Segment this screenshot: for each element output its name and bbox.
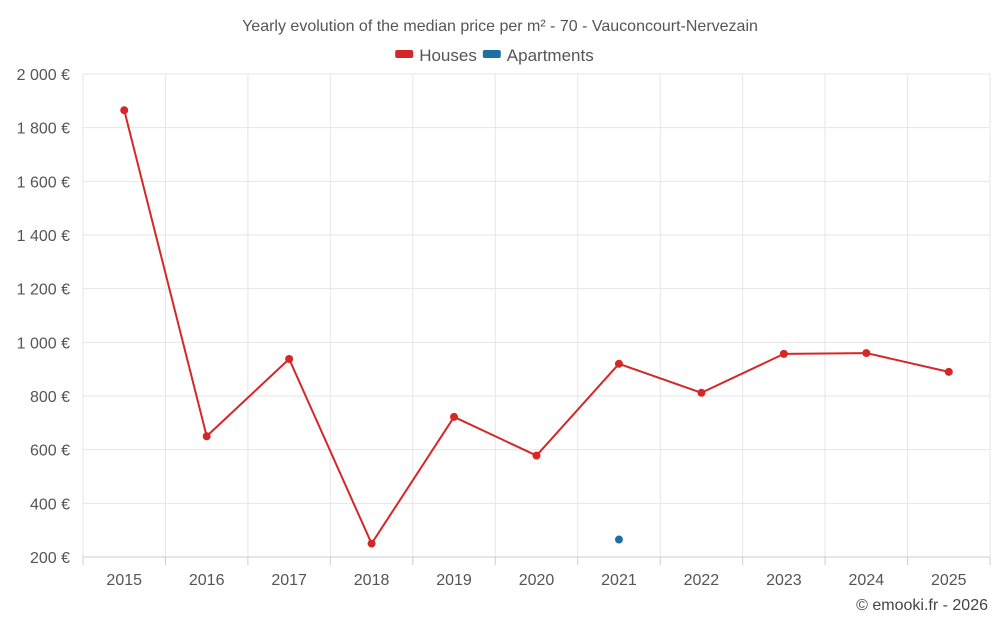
- houses-point-2023[interactable]: [779, 349, 788, 358]
- y-tick-label: 200 €: [30, 550, 70, 567]
- x-tick-label: 2022: [684, 572, 720, 589]
- houses-point-2020[interactable]: [532, 451, 541, 460]
- houses-point-2025[interactable]: [944, 367, 953, 376]
- y-axis: 200 € 400 € 600 € 800 € 1 000 € 1 200 € 1 400 …: [17, 67, 70, 567]
- houses-point-2021[interactable]: [614, 359, 623, 368]
- y-tick-label: 1 400 €: [17, 228, 70, 245]
- apartments-legend-label[interactable]: Apartments: [507, 46, 594, 65]
- credit-text: © emooki.fr - 2026: [856, 597, 988, 614]
- series-layer: [120, 106, 953, 548]
- x-tick-label: 2023: [766, 572, 802, 589]
- x-tick-label: 2015: [106, 572, 142, 589]
- x-tick-label: 2024: [849, 572, 885, 589]
- houses-point-2017[interactable]: [285, 354, 294, 363]
- houses-legend-label[interactable]: Houses: [419, 46, 477, 65]
- houses-point-2019[interactable]: [450, 412, 459, 421]
- x-tick-label: 2017: [271, 572, 307, 589]
- houses-point-2015[interactable]: [120, 106, 129, 115]
- apartments-point-2021[interactable]: [614, 535, 623, 544]
- y-tick-label: 400 €: [30, 496, 70, 513]
- x-tick-label: 2020: [519, 572, 555, 589]
- houses-legend-swatch[interactable]: [395, 50, 414, 58]
- x-axis: 2015 2016 2017 2018 2019 2020 2021 2022 2023 2024…: [82, 556, 991, 589]
- x-tick-label: 2025: [931, 572, 967, 589]
- x-tick-label: 2021: [601, 572, 637, 589]
- chart-title: Yearly evolution of the median price per…: [242, 18, 758, 35]
- gridlines: [82, 73, 991, 558]
- houses-point-2016[interactable]: [202, 432, 211, 441]
- x-tick-label: 2018: [354, 572, 390, 589]
- y-tick-label: 2 000 €: [17, 67, 70, 84]
- x-tick-label: 2016: [189, 572, 225, 589]
- houses-point-2022[interactable]: [697, 388, 706, 397]
- y-tick-label: 1 200 €: [17, 282, 70, 299]
- y-tick-label: 600 €: [30, 443, 70, 460]
- houses-point-2024[interactable]: [862, 349, 871, 358]
- apartments-legend-swatch[interactable]: [482, 50, 501, 58]
- legend: Houses Apartments: [395, 46, 594, 65]
- y-tick-label: 1 000 €: [17, 335, 70, 352]
- y-tick-label: 800 €: [30, 389, 70, 406]
- x-tick-label: 2019: [436, 572, 472, 589]
- y-tick-label: 1 800 €: [17, 121, 70, 138]
- houses-point-2018[interactable]: [367, 539, 376, 548]
- y-tick-label: 1 600 €: [17, 174, 70, 191]
